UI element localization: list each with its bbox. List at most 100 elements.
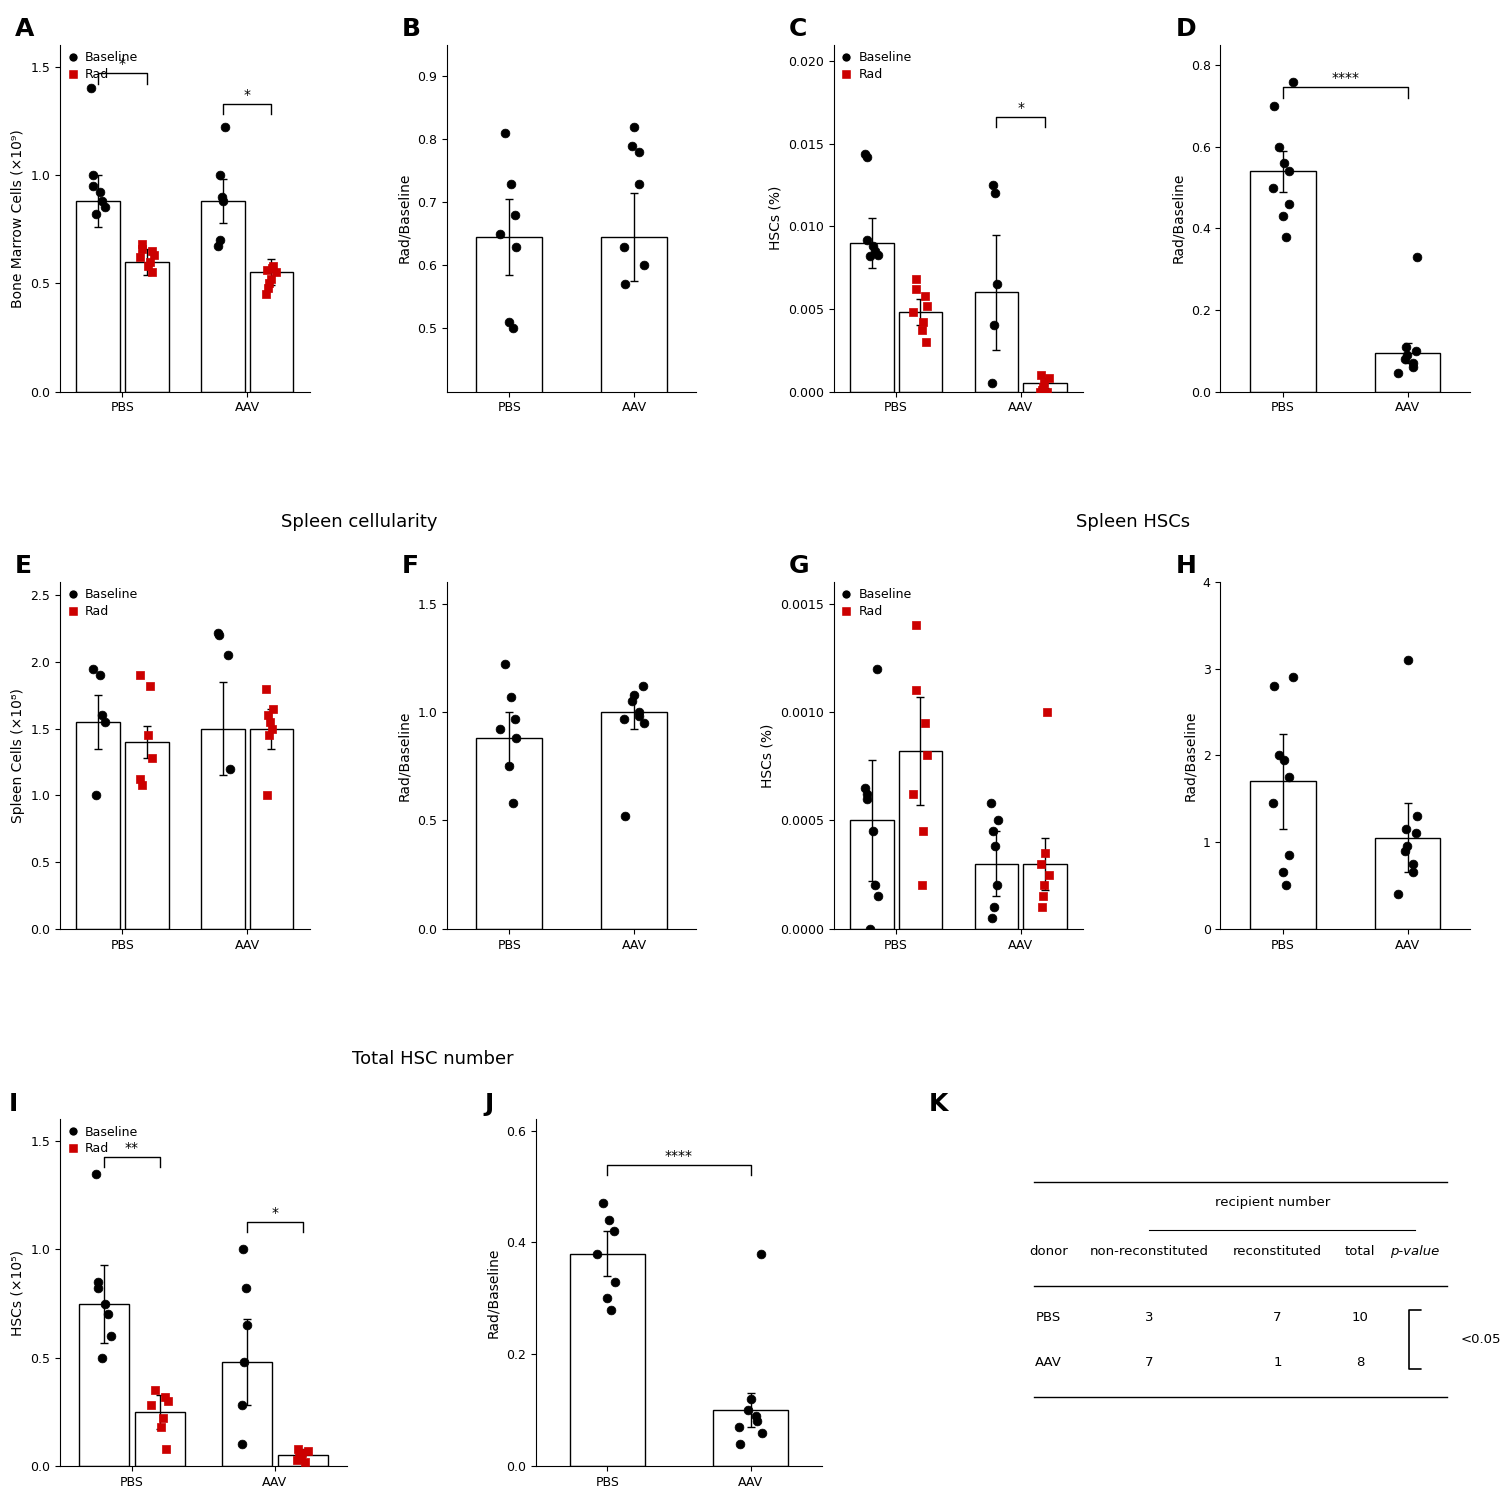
Point [620, 133, 644, 157]
Title: Total HSC number: Total HSC number [351, 1050, 513, 1068]
Point [903, 268, 927, 292]
Point [1406, 805, 1429, 829]
Y-axis label: HSCs (×10⁵): HSCs (×10⁵) [10, 1249, 24, 1336]
Text: J: J [484, 1092, 494, 1116]
Point [93, 196, 117, 220]
Point [591, 1191, 615, 1215]
Point [904, 277, 928, 301]
Y-axis label: HSCs (%): HSCs (%) [768, 186, 783, 250]
Point [99, 1324, 123, 1348]
Bar [135, 1412, 184, 1466]
Point [153, 1385, 177, 1409]
Point [750, 1421, 774, 1445]
Point [736, 1399, 760, 1423]
Point [213, 115, 237, 139]
Point [620, 690, 644, 714]
Point [912, 820, 936, 844]
Point [1262, 675, 1286, 699]
Point [80, 76, 104, 100]
Point [1276, 160, 1300, 184]
Text: p-value: p-value [1390, 1245, 1440, 1258]
Bar [1023, 863, 1066, 929]
Y-axis label: HSCs (%): HSCs (%) [760, 723, 774, 788]
Bar [76, 200, 120, 392]
Point [622, 682, 646, 706]
Point [910, 319, 934, 343]
Point [501, 317, 525, 341]
Text: recipient number: recipient number [1215, 1197, 1330, 1209]
Text: 3: 3 [1144, 1310, 1154, 1324]
Point [627, 705, 651, 729]
Point [142, 1378, 166, 1402]
Point [746, 1409, 770, 1433]
Point [86, 1270, 109, 1294]
Bar [249, 272, 294, 392]
Point [596, 1287, 619, 1310]
Point [632, 253, 656, 277]
Bar [201, 729, 244, 929]
Point [285, 1436, 309, 1460]
Point [260, 266, 284, 290]
Point [496, 310, 520, 334]
Point [90, 188, 114, 212]
Y-axis label: Bone Marrow Cells (×10⁹): Bone Marrow Cells (×10⁹) [10, 129, 24, 308]
Text: ****: **** [1330, 72, 1359, 85]
Point [81, 657, 105, 681]
Point [488, 221, 512, 245]
Point [1272, 748, 1296, 772]
Bar [1250, 781, 1316, 929]
Point [256, 703, 280, 727]
Point [1029, 364, 1053, 387]
Point [288, 1444, 312, 1468]
Point [128, 767, 152, 791]
Point [867, 242, 891, 266]
Point [1270, 203, 1294, 227]
Point [728, 1415, 752, 1439]
Point [285, 1448, 309, 1472]
Point [981, 314, 1005, 338]
Point [981, 820, 1005, 844]
Point [603, 1219, 627, 1243]
Point [140, 1393, 164, 1417]
Point [1035, 700, 1059, 724]
Text: 1: 1 [1274, 1355, 1281, 1369]
Point [260, 717, 284, 741]
Point [1032, 874, 1056, 898]
Point [853, 776, 877, 800]
Point [1401, 860, 1425, 884]
Point [498, 172, 522, 196]
Bar [1376, 838, 1440, 929]
Point [981, 174, 1005, 197]
Point [261, 697, 285, 721]
Legend: Baseline, Rad: Baseline, Rad [66, 51, 138, 81]
Point [488, 718, 512, 742]
Text: donor: donor [1029, 1245, 1068, 1258]
Point [236, 1313, 260, 1337]
Point [296, 1439, 320, 1463]
Point [288, 1445, 312, 1469]
Point [1038, 863, 1062, 887]
Point [861, 820, 885, 844]
Point [1275, 224, 1299, 248]
Point [504, 726, 528, 749]
Point [1262, 94, 1286, 118]
Point [292, 1450, 316, 1474]
Point [627, 141, 651, 165]
Point [980, 371, 1004, 395]
Point [136, 254, 160, 278]
Point [504, 203, 528, 227]
Point [256, 275, 280, 299]
Point [632, 711, 656, 735]
Point [207, 624, 231, 648]
Point [254, 283, 278, 307]
Y-axis label: Rad/Baseline: Rad/Baseline [398, 711, 411, 800]
Point [138, 250, 162, 274]
Point [1395, 835, 1419, 859]
Point [231, 1349, 255, 1373]
Bar [222, 1361, 272, 1466]
Point [138, 675, 162, 699]
Point [1401, 352, 1425, 375]
Text: K: K [928, 1092, 948, 1116]
Bar [477, 738, 542, 929]
Point [81, 163, 105, 187]
